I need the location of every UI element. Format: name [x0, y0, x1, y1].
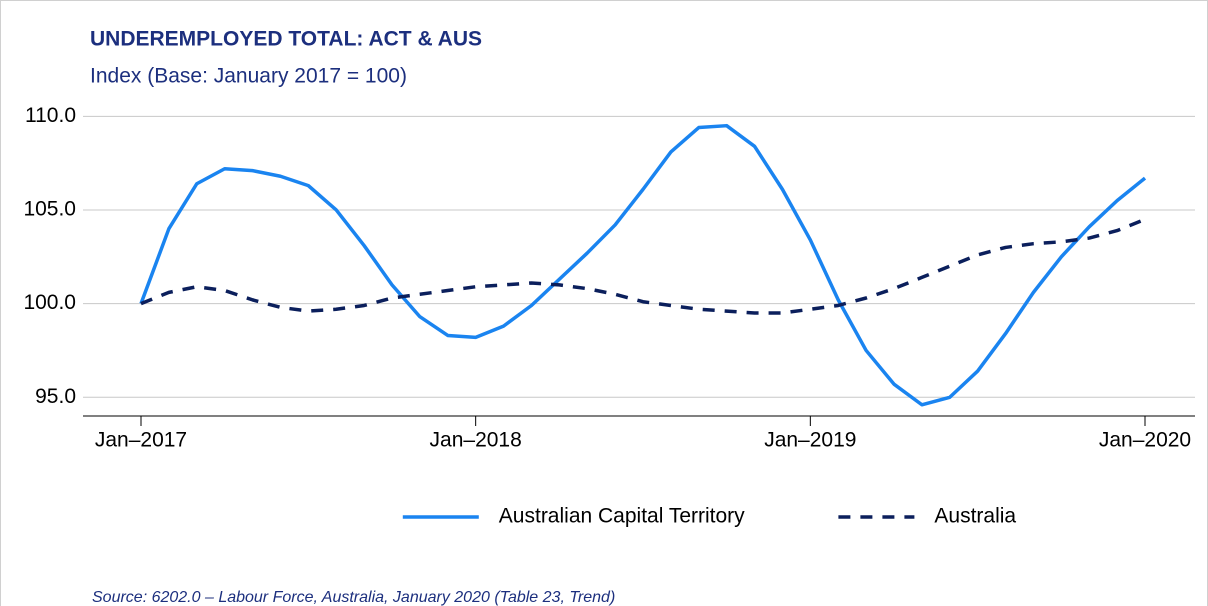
chart-title: UNDEREMPLOYED TOTAL: ACT & AUS: [90, 28, 482, 51]
y-tick-label: 110.0: [25, 104, 76, 127]
x-tick-label: Jan–2018: [430, 429, 522, 452]
x-tick-label: Jan–2019: [764, 429, 856, 452]
legend-label: Australia: [934, 505, 1016, 528]
y-tick-label: 105.0: [23, 198, 76, 221]
legend-label: Australian Capital Territory: [499, 505, 745, 528]
source-note: Source: 6202.0 – Labour Force, Australia…: [92, 589, 615, 606]
x-tick-label: Jan–2020: [1099, 429, 1191, 452]
y-tick-label: 95.0: [35, 385, 76, 408]
x-tick-label: Jan–2017: [95, 429, 187, 452]
series-line: [139, 123, 1147, 407]
chart-subtitle: Index (Base: January 2017 = 100): [90, 65, 407, 88]
series-line: [140, 217, 1146, 315]
y-tick-label: 100.0: [23, 291, 76, 314]
